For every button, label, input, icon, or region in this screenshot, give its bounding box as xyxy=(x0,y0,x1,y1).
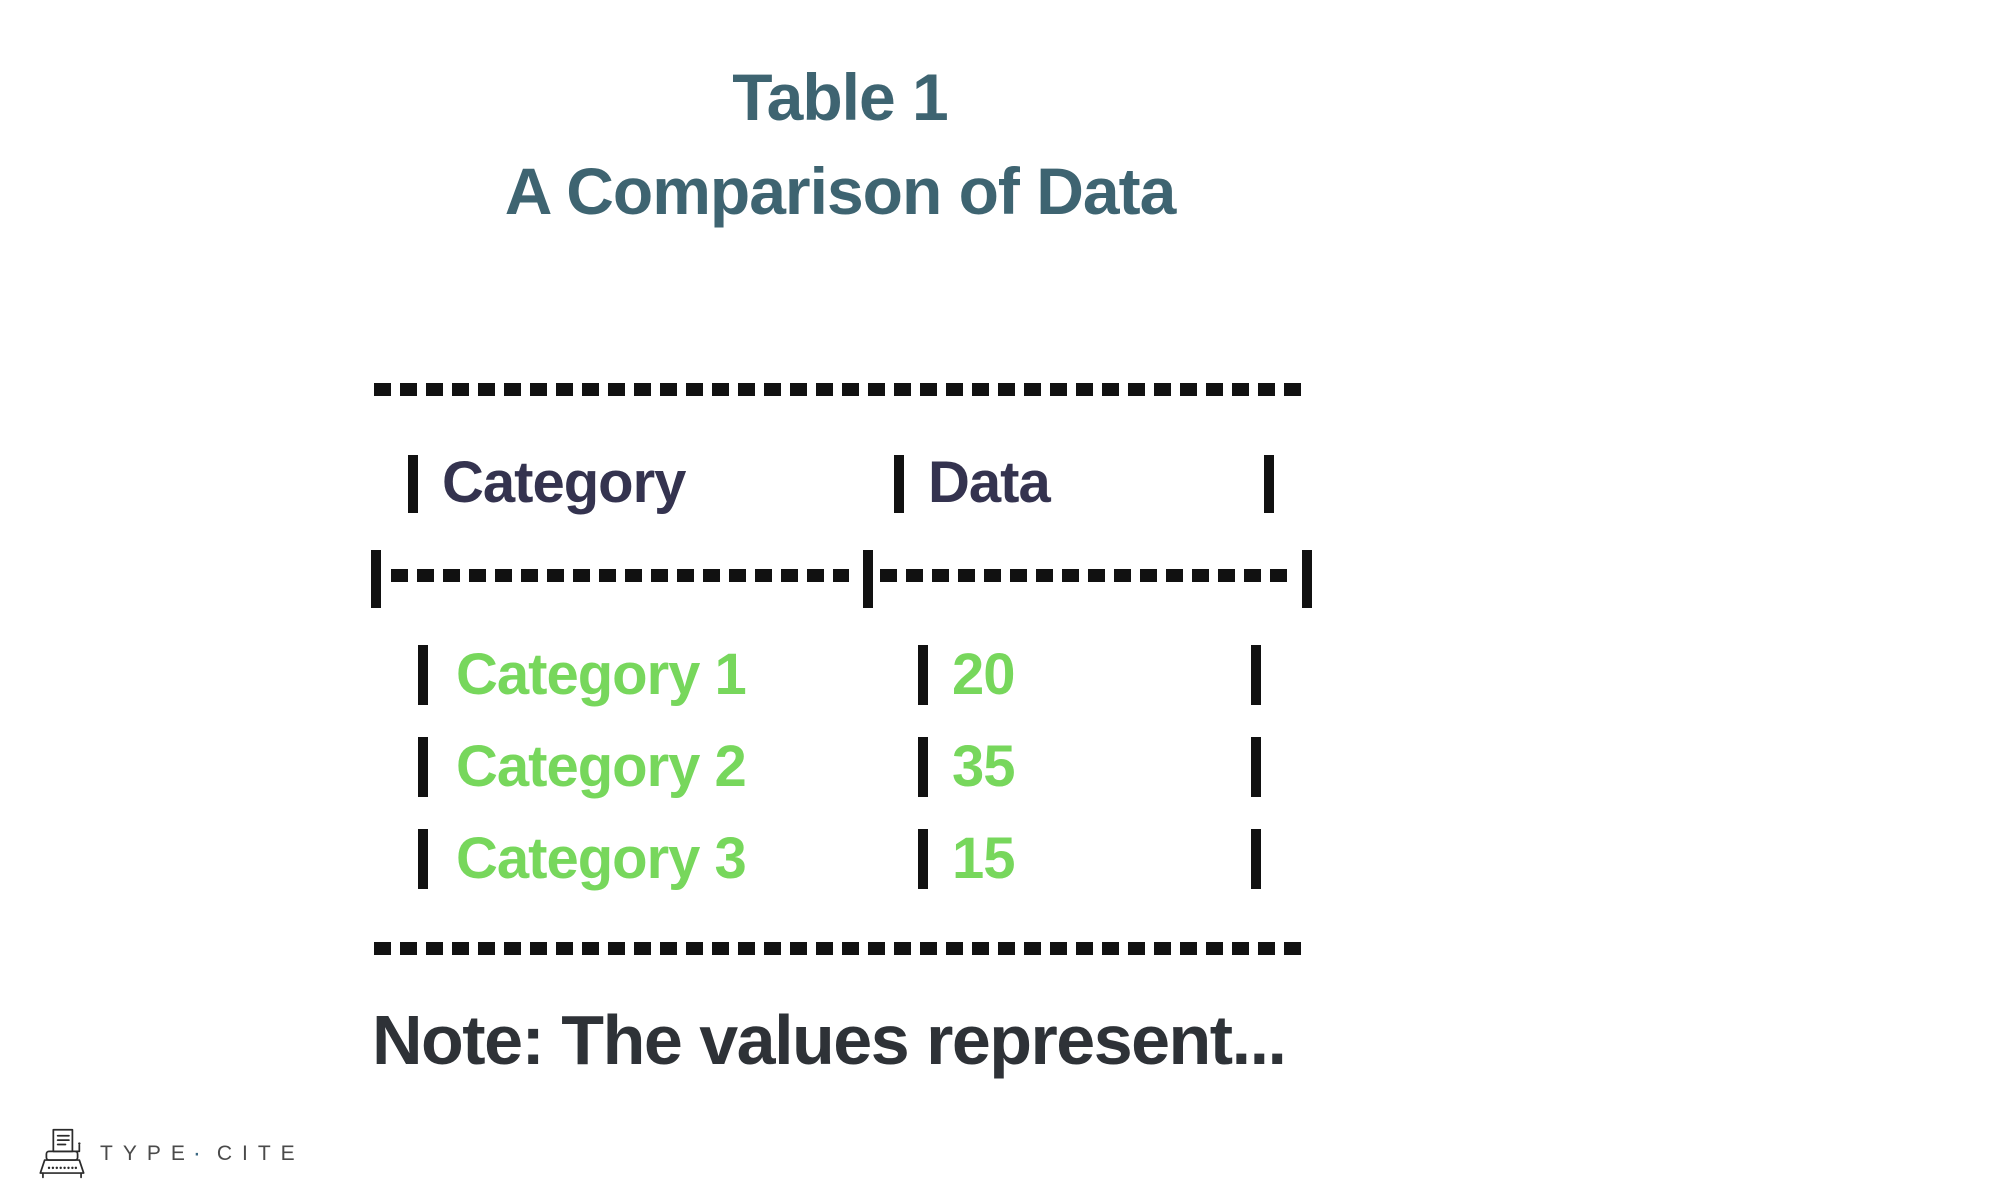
pipe-divider xyxy=(418,737,428,797)
table-row: Category 1 20 xyxy=(371,643,1314,707)
brand-logo: TYPE · CITE xyxy=(36,1126,305,1182)
row-category: Category 2 xyxy=(456,734,747,799)
pipe-divider xyxy=(371,550,381,608)
table-bottom-border xyxy=(374,942,1307,955)
brand-word-cite: CITE xyxy=(216,1142,305,1165)
pipe-divider xyxy=(1251,645,1261,705)
table-top-border xyxy=(374,383,1307,396)
table-header-separator xyxy=(371,550,1314,608)
pipe-divider xyxy=(408,455,418,513)
pipe-divider xyxy=(1251,737,1261,797)
typewriter-icon xyxy=(39,1128,85,1179)
brand-wordmark: TYPE · CITE xyxy=(100,1140,305,1168)
header-cell-data: Data xyxy=(928,450,1051,515)
pipe-divider xyxy=(1264,455,1274,513)
separator-dashes-right xyxy=(880,569,1288,582)
pipe-divider xyxy=(1302,550,1312,608)
brand-word-type: TYPE xyxy=(100,1142,195,1165)
pipe-divider xyxy=(918,645,928,705)
header-cell-category: Category xyxy=(442,450,686,515)
table-title-block: Table 1 A Comparison of Data xyxy=(400,50,1280,238)
table-row: Category 2 35 xyxy=(371,735,1314,799)
row-value: 35 xyxy=(952,734,1016,799)
pipe-divider xyxy=(418,645,428,705)
pipe-divider xyxy=(918,737,928,797)
table-note: Note: The values represent... xyxy=(372,1001,1287,1079)
brand-dot: · xyxy=(192,1140,211,1167)
row-category: Category 1 xyxy=(456,642,747,707)
pipe-divider xyxy=(863,550,873,608)
pipe-divider xyxy=(894,455,904,513)
row-category: Category 3 xyxy=(456,826,747,891)
table-subtitle: A Comparison of Data xyxy=(504,154,1177,228)
table-title: Table 1 xyxy=(732,60,949,134)
table-header-row: Category Data xyxy=(371,451,1314,515)
separator-dashes-left xyxy=(391,569,849,582)
row-value: 15 xyxy=(952,826,1016,891)
pipe-divider xyxy=(1251,829,1261,889)
pipe-divider xyxy=(918,829,928,889)
row-value: 20 xyxy=(952,642,1016,707)
ascii-table: Category Data Category 1 20 Category 2 3… xyxy=(371,383,1314,955)
table-row: Category 3 15 xyxy=(371,827,1314,891)
pipe-divider xyxy=(418,829,428,889)
